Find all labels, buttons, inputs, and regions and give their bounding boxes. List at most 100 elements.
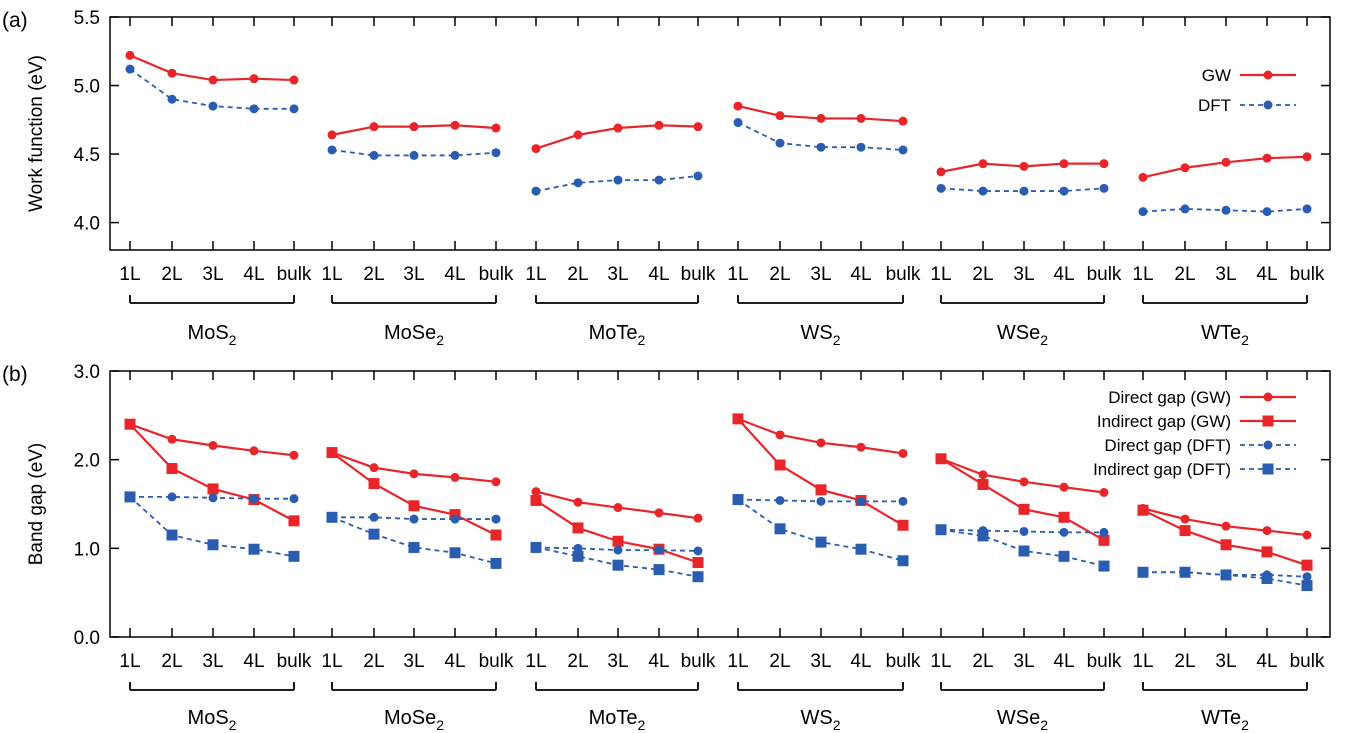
material-subscript: 2 [436,332,444,348]
y-tick-label: 2.0 [74,451,100,472]
data-point-circle [249,74,259,84]
data-point-circle [125,64,135,74]
data-point-circle [898,496,908,506]
data-point-circle [978,470,988,480]
data-point-circle [573,543,583,553]
x-tick-label: 4L [850,264,871,285]
data-point-circle [816,142,826,152]
material-group-bracket: WS2 [737,682,904,733]
material-name: WS [800,707,832,729]
x-tick-label: bulk [479,264,514,285]
plot-frame [109,370,1331,638]
data-point-circle [613,545,623,555]
data-point-square [1179,525,1191,537]
x-tick-label: bulk [1087,264,1122,285]
material-group-label: WSe2 [997,322,1048,348]
data-point-circle [856,142,866,152]
data-point-square [1098,560,1110,572]
data-point-circle [654,545,664,555]
data-point-circle [856,113,866,123]
data-point-circle [898,116,908,126]
data-point-circle [693,546,703,556]
material-subscript: 2 [638,717,646,733]
data-point-circle [936,183,946,193]
panel-b-band-gap: (b) Band gap (eV) 0.0 1.0 2.0 3.0 1L 2L 3L 4L bulk… [2,362,1331,733]
data-point-square [166,463,178,475]
data-point-square [935,524,947,536]
legend-marker-circle [1263,440,1273,450]
data-point-circle [167,434,177,444]
data-point-square [977,478,989,490]
data-point-square [1301,580,1313,592]
data-point-square [490,557,502,569]
data-point-circle [693,122,703,132]
data-point-square [692,557,704,569]
x-tick-label: 4L [850,651,871,672]
data-point-circle [1059,527,1069,537]
x-tick-label: 1L [1132,651,1153,672]
series-gw [125,50,1312,182]
data-point-circle [1221,205,1231,215]
data-point-square [572,522,584,534]
data-point-circle [289,104,299,114]
x-tick-label: 2L [567,651,588,672]
x-tick-label: 3L [810,264,831,285]
data-point-circle [775,430,785,440]
x-tick-label: 4L [243,651,264,672]
material-group-label: WS2 [800,322,840,348]
data-point-circle [1180,514,1190,524]
data-point-circle [409,122,419,132]
plot-frame [109,16,1331,251]
data-point-circle [125,50,135,60]
x-tick-label: 1L [321,651,342,672]
data-point-square [897,555,909,567]
data-point-circle [1019,477,1029,487]
y-tick-label: 5.0 [74,77,100,98]
x-tick-label: 4L [1256,651,1277,672]
data-point-square [1220,569,1232,581]
data-point-square [1058,550,1070,562]
data-point-square [207,539,219,551]
data-point-square [815,484,827,496]
x-tick-label: 4L [1053,264,1074,285]
data-point-circle [167,68,177,78]
material-group-bracket: WSe2 [940,682,1105,733]
data-point-circle [654,175,664,185]
data-point-circle [693,513,703,523]
data-point-square [815,536,827,548]
legend-label: Direct gap (DFT) [1104,436,1231,455]
legend-label: DFT [1198,96,1231,115]
material-subscript: 2 [1241,717,1249,733]
series-line [129,496,295,558]
legend-marker-circle [1263,70,1273,80]
data-point-square [326,511,338,523]
x-tick-label: 1L [525,651,546,672]
material-name: WTe [1201,322,1241,344]
x-tick-label: 3L [810,651,831,672]
x-tick-label: 2L [1174,651,1195,672]
data-point-circle [816,113,826,123]
data-point-circle [898,145,908,155]
series-dft [125,64,1312,217]
data-point-circle [369,463,379,473]
data-point-square [490,529,502,541]
material-group-label: MoS2 [188,707,237,733]
data-point-circle [898,448,908,458]
data-point-circle [733,101,743,111]
x-tick-label: 4L [444,651,465,672]
data-point-circle [491,123,501,133]
data-point-square [124,418,136,430]
material-subscript: 2 [833,332,841,348]
data-point-circle [531,186,541,196]
data-point-circle [1099,183,1109,193]
legend-label: GW [1202,66,1231,85]
x-tick-label: bulk [886,651,921,672]
y-axis-label: Band gap (eV) [26,443,47,566]
material-subscript: 2 [638,332,646,348]
data-point-circle [1262,207,1272,217]
material-group-bracket: WS2 [737,295,904,348]
series-line [940,528,1105,567]
panel-a-work-function: (a) Work function (eV) 4.0 4.5 5.0 5.5 1L 2L 3L 4… [2,8,1331,348]
series-line [129,423,295,522]
